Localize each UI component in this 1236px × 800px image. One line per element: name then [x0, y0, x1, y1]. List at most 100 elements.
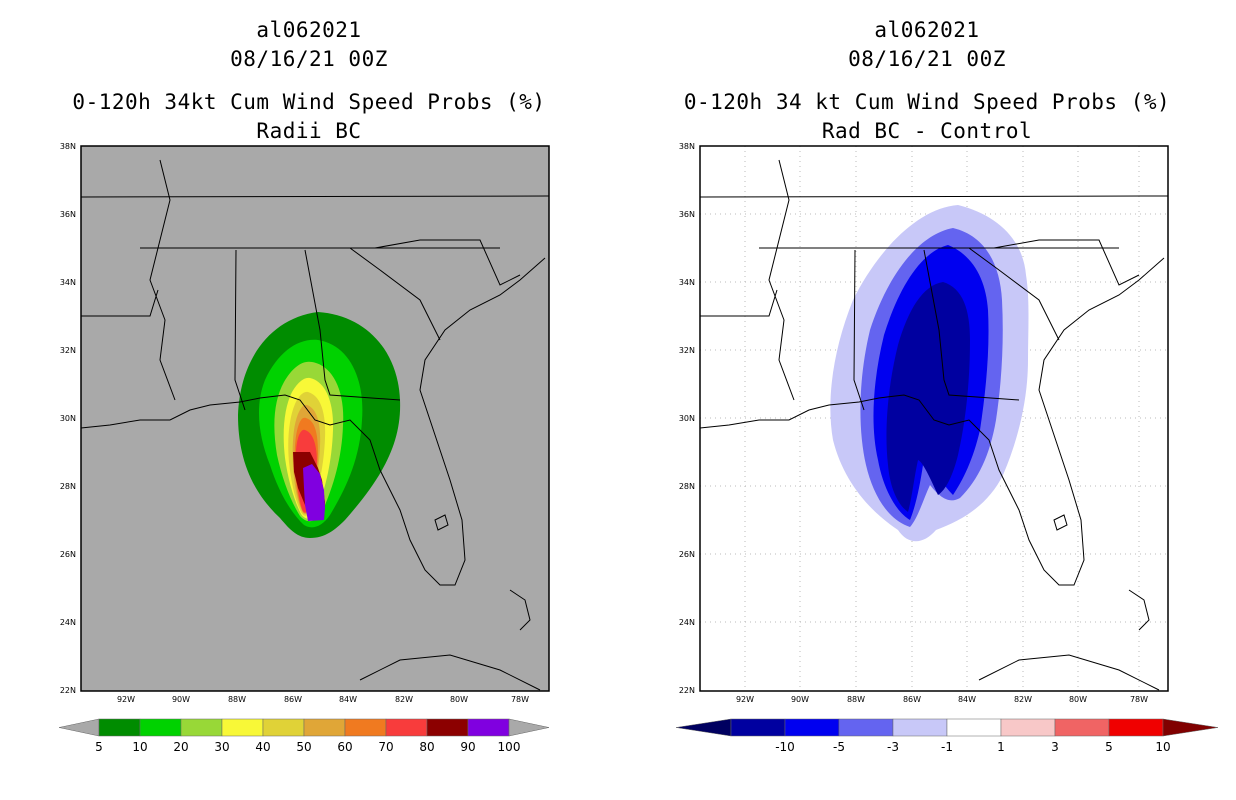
lon-tick-88w: 88W	[228, 695, 246, 704]
lon-tick-84w: 84W	[958, 695, 976, 704]
state-border-ga-sc	[968, 247, 1060, 341]
state-border-ar-la	[700, 289, 778, 317]
lat-tick-28n: 28N	[679, 482, 695, 491]
right-colorbar-label: 1	[997, 740, 1005, 754]
right-map: 38N 36N 34N 32N 30N 28N 26N 24N 22N 92W …	[675, 142, 1219, 754]
lon-tick-90w: 90W	[172, 695, 190, 704]
state-border-al-ga	[304, 249, 401, 401]
right-colorbar-box	[1054, 718, 1110, 737]
left-colorbar-label: 10	[132, 740, 147, 754]
coastline-bahamas	[509, 589, 531, 631]
left-colorbar-over-triangle	[508, 718, 550, 737]
right-title: 0-120h 34 kt Cum Wind Speed Probs (%)	[683, 90, 1171, 114]
left-panel: al062021 08/16/21 00Z 0-120h 34kt Cum Wi…	[58, 18, 550, 754]
state-border-ar-la	[81, 289, 159, 317]
left-colorbar-box	[262, 718, 305, 737]
left-probability-contours	[238, 312, 401, 538]
left-colorbar-box	[467, 718, 510, 737]
left-lon-axis: 92W 90W 88W 86W 84W 82W 80W 78W	[117, 695, 529, 704]
lake-okeechobee	[434, 514, 449, 531]
lon-tick-84w: 84W	[339, 695, 357, 704]
state-border-ga-sc	[349, 247, 441, 341]
lat-tick-32n: 32N	[60, 346, 76, 355]
right-difference-contours	[830, 205, 1029, 542]
left-colorbar-box	[180, 718, 223, 737]
right-colorbar-over-triangle	[1162, 718, 1219, 737]
lon-tick-92w: 92W	[117, 695, 135, 704]
lat-tick-30n: 30N	[60, 414, 76, 423]
right-colorbar-box	[1000, 718, 1056, 737]
right-colorbar-box	[838, 718, 894, 737]
right-colorbar-label: -10	[775, 740, 795, 754]
lon-tick-80w: 80W	[450, 695, 468, 704]
contour-minus-10	[886, 282, 970, 512]
left-storm-id: al062021	[256, 18, 362, 42]
right-map-frame	[699, 145, 1169, 692]
left-lat-axis: 38N 36N 34N 32N 30N 28N 26N 24N 22N	[60, 142, 76, 695]
lon-tick-82w: 82W	[395, 695, 413, 704]
right-lon-axis: 92W 90W 88W 86W 84W 82W 80W 78W	[736, 695, 1148, 704]
right-panel: al062021 08/16/21 00Z 0-120h 34 kt Cum W…	[618, 0, 1236, 800]
left-colorbar-label: 40	[255, 740, 270, 754]
left-colorbar-label: 90	[460, 740, 475, 754]
lon-tick-86w: 86W	[903, 695, 921, 704]
coastline-gulf-atlantic	[81, 257, 546, 586]
right-colorbar-box	[946, 718, 1002, 737]
right-colorbar-label: -1	[941, 740, 953, 754]
lon-tick-90w: 90W	[791, 695, 809, 704]
coastline-gulf-atlantic	[700, 257, 1165, 586]
right-colorbar-under-triangle	[675, 718, 732, 737]
left-colorbar-under-triangle	[58, 718, 100, 737]
left-map: 38N 36N 34N 32N 30N 28N 26N 24N 22N 92W …	[58, 142, 550, 754]
lon-tick-78w: 78W	[1130, 695, 1148, 704]
right-lat-axis: 38N 36N 34N 32N 30N 28N 26N 24N 22N	[679, 142, 695, 695]
contour-90	[303, 464, 325, 521]
lat-tick-32n: 32N	[679, 346, 695, 355]
lat-tick-26n: 26N	[679, 550, 695, 559]
state-border-nc-sc	[374, 239, 521, 286]
mississippi-river	[149, 159, 176, 401]
left-coastlines	[81, 159, 549, 691]
left-colorbar-label: 60	[337, 740, 352, 754]
state-border-ms-al	[234, 249, 246, 411]
state-border-ms-al	[853, 249, 865, 411]
lat-tick-26n: 26N	[60, 550, 76, 559]
right-colorbar-box	[1108, 718, 1164, 737]
lat-tick-36n: 36N	[60, 210, 76, 219]
right-storm-id: al062021	[874, 18, 980, 42]
right-subtitle: Rad BC - Control	[821, 119, 1033, 143]
lake-okeechobee	[1053, 514, 1068, 531]
left-colorbar-label: 70	[378, 740, 393, 754]
left-colorbar-label: 5	[95, 740, 103, 754]
lat-tick-34n: 34N	[679, 278, 695, 287]
left-colorbar-box	[344, 718, 387, 737]
right-coastlines	[700, 159, 1168, 691]
state-border-nc-sc	[993, 239, 1140, 286]
lon-tick-92w: 92W	[736, 695, 754, 704]
left-colorbar-label: 80	[419, 740, 434, 754]
left-colorbar-label: 100	[498, 740, 521, 754]
lon-tick-88w: 88W	[847, 695, 865, 704]
lat-tick-22n: 22N	[679, 686, 695, 695]
left-colorbar-label: 20	[173, 740, 188, 754]
lon-tick-78w: 78W	[511, 695, 529, 704]
right-colorbar-label: 3	[1051, 740, 1059, 754]
left-colorbar-box	[385, 718, 428, 737]
left-colorbar-box	[426, 718, 469, 737]
left-subtitle: Radii BC	[256, 119, 362, 143]
left-colorbar-box	[221, 718, 264, 737]
lat-tick-24n: 24N	[679, 618, 695, 627]
left-title: 0-120h 34kt Cum Wind Speed Probs (%)	[72, 90, 546, 114]
lat-tick-38n: 38N	[679, 142, 695, 151]
lat-tick-22n: 22N	[60, 686, 76, 695]
right-colorbar-label: 10	[1155, 740, 1170, 754]
left-map-frame	[80, 145, 550, 692]
right-colorbar-box	[784, 718, 840, 737]
left-datetime: 08/16/21 00Z	[230, 47, 388, 71]
left-colorbar-box	[139, 718, 182, 737]
lon-tick-86w: 86W	[284, 695, 302, 704]
mississippi-river	[768, 159, 795, 401]
right-colorbar: -10 -5 -3 -1 1 3 5 10	[675, 718, 1219, 754]
right-colorbar-label: -5	[833, 740, 845, 754]
lat-tick-30n: 30N	[679, 414, 695, 423]
